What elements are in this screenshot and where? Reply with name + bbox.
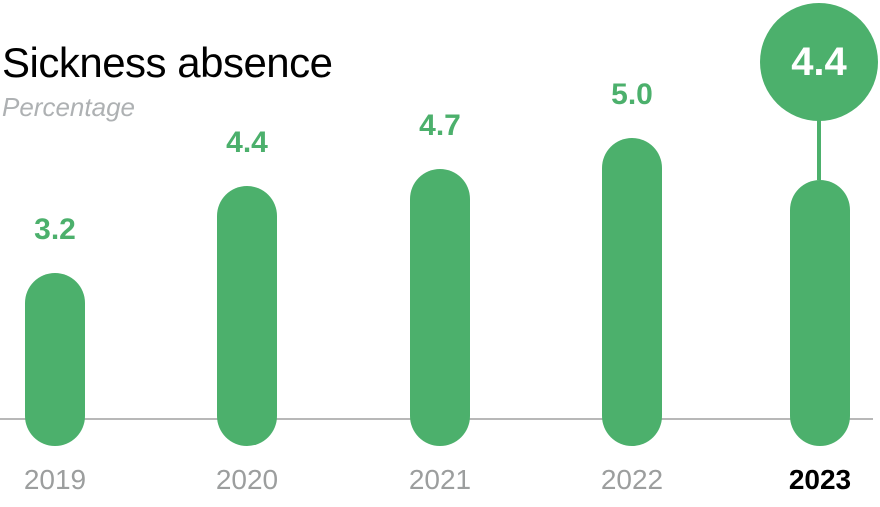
year-label-2022: 2022 <box>600 464 664 495</box>
year-label-2023: 2023 <box>788 464 852 495</box>
bar-2019 <box>25 273 85 446</box>
value-label-2019: 3.2 <box>34 213 76 246</box>
year-label-2019: 2019 <box>23 464 87 495</box>
chart-subtitle: Percentage <box>2 92 135 122</box>
highlight-value-label: 4.4 <box>791 40 847 84</box>
highlight-stem <box>817 119 821 180</box>
chart-title: Sickness absence <box>2 39 333 86</box>
bar-2023 <box>790 180 850 446</box>
value-label-2021: 4.7 <box>419 109 461 142</box>
year-label-2020: 2020 <box>215 464 279 495</box>
value-label-2020: 4.4 <box>226 126 268 159</box>
bar-2021 <box>410 169 470 446</box>
bar-2022 <box>602 138 662 446</box>
value-label-2022: 5.0 <box>611 78 653 111</box>
year-label-2021: 2021 <box>408 464 472 495</box>
bar-2020 <box>217 186 277 446</box>
highlight-circle: 4.4 <box>760 3 878 121</box>
